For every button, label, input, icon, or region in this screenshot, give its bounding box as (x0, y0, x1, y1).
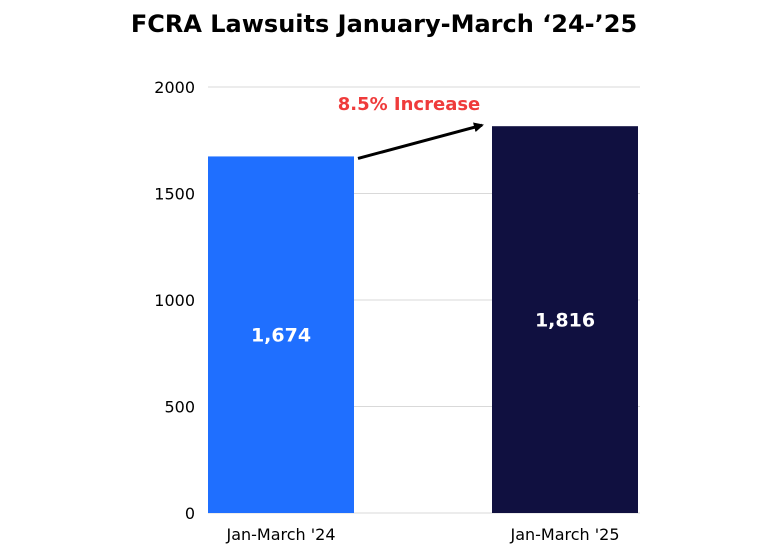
x-axis-labels: Jan-March '24 Jan-March '25 (225, 525, 619, 544)
y-axis-ticks: 0 500 1000 1500 2000 (154, 78, 195, 523)
annotation: 8.5% Increase (338, 94, 484, 160)
y-tick-label: 1000 (154, 291, 195, 310)
x-tick-label: Jan-March '25 (509, 525, 619, 544)
data-labels: 1,674 1,816 (251, 310, 595, 347)
x-tick-label: Jan-March '24 (225, 525, 335, 544)
y-tick-label: 0 (185, 504, 195, 523)
data-label: 1,674 (251, 325, 311, 347)
chart-title: FCRA Lawsuits January-March ‘24-’25 (130, 10, 638, 38)
y-tick-label: 2000 (154, 78, 195, 97)
data-label: 1,816 (535, 310, 595, 332)
arrow (357, 122, 484, 160)
bars (208, 126, 638, 514)
y-tick-label: 500 (164, 398, 195, 417)
bar (208, 156, 354, 514)
bar (492, 126, 638, 513)
y-tick-label: 1500 (154, 185, 195, 204)
annotation-text: 8.5% Increase (338, 94, 481, 115)
